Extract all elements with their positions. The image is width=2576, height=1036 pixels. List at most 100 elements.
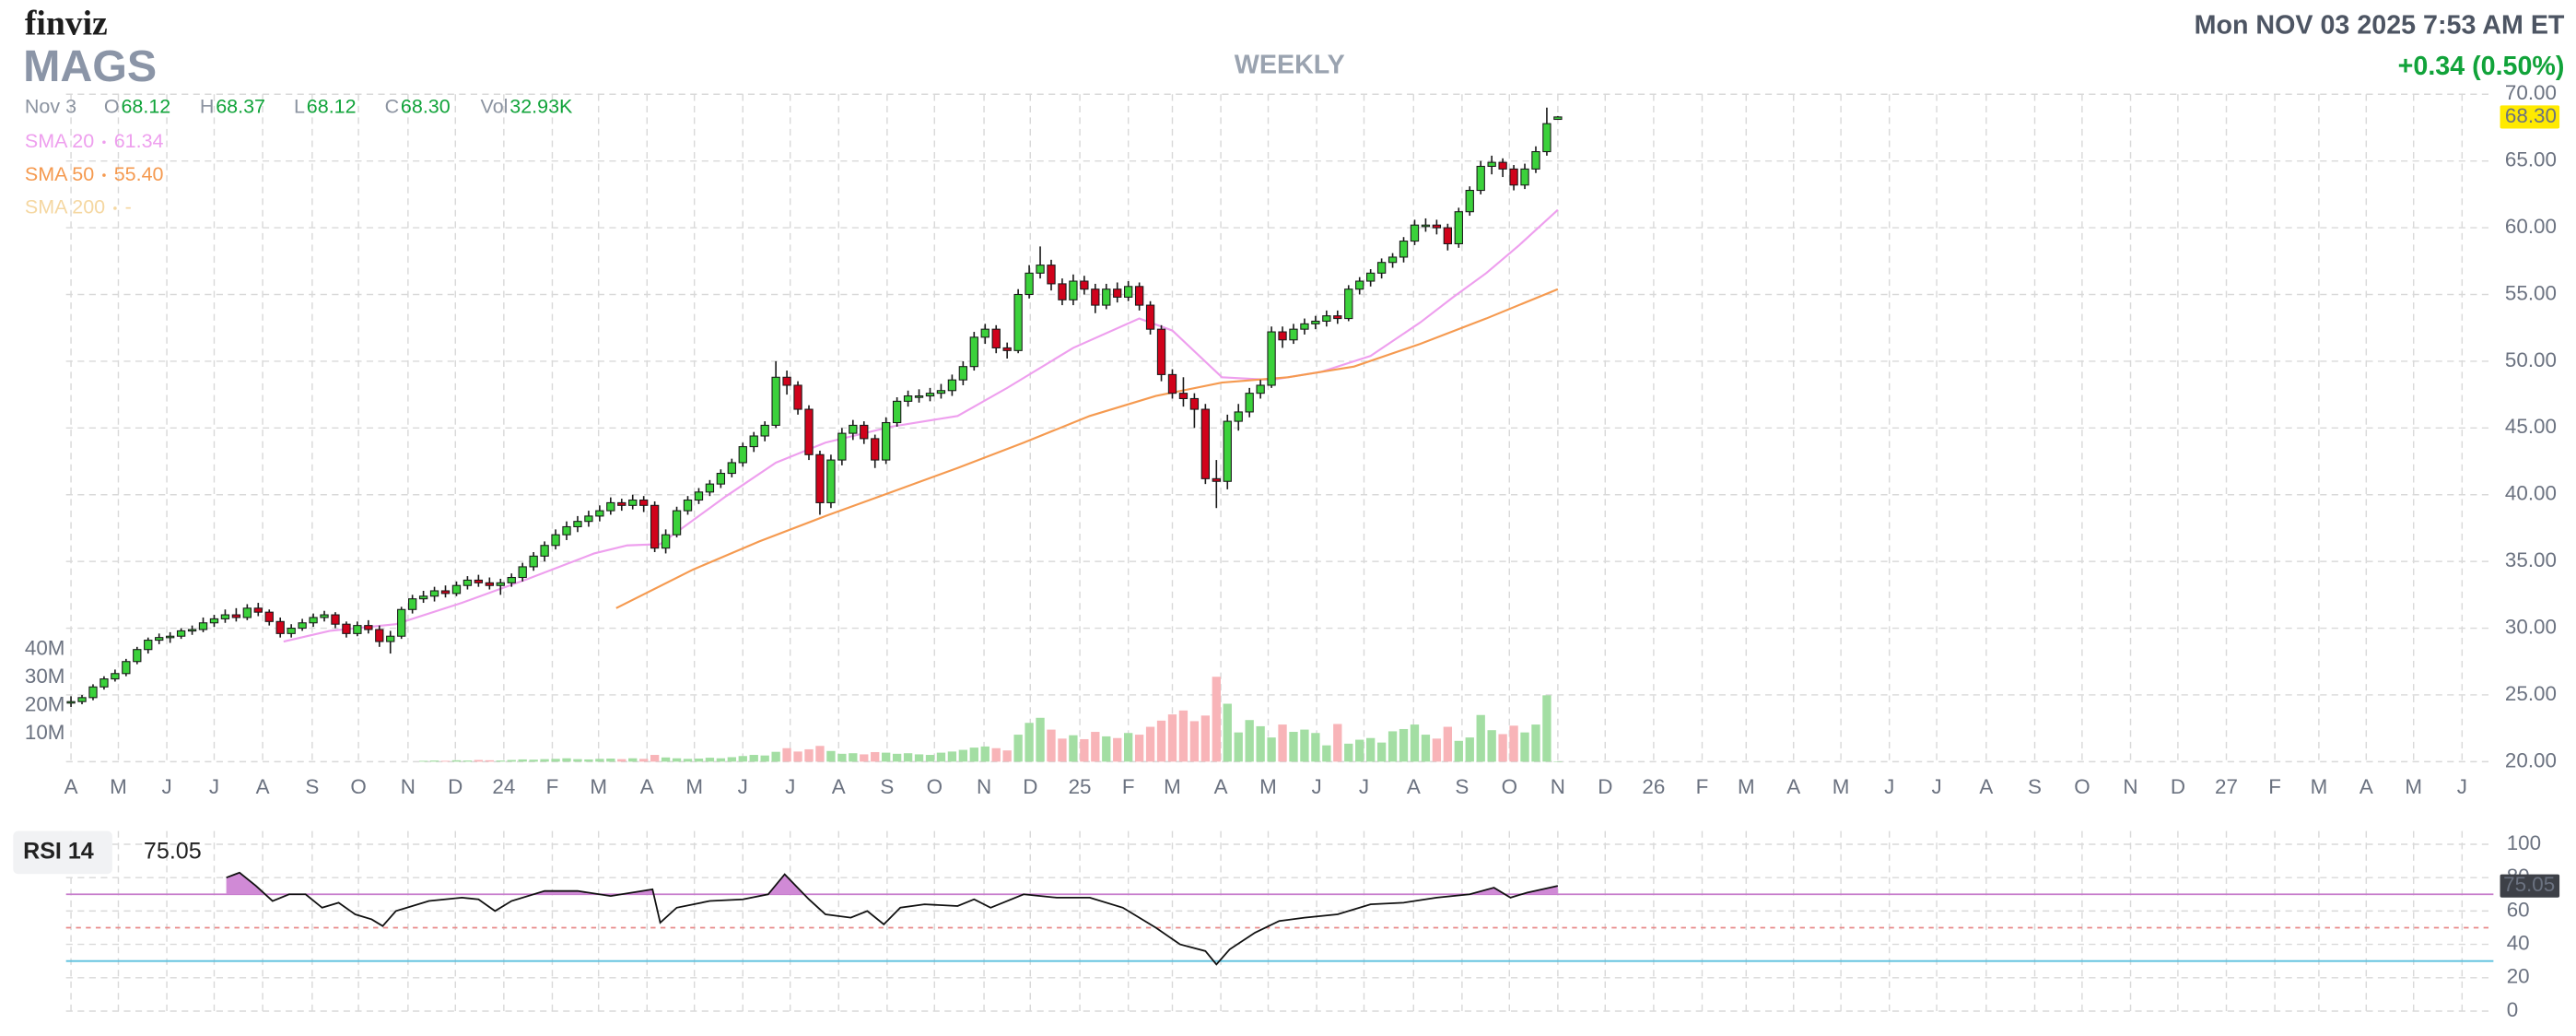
x-tick-label: J xyxy=(1884,775,1894,798)
volume-bar xyxy=(980,746,989,762)
candle-body xyxy=(595,510,604,517)
candle-body xyxy=(320,614,329,618)
volume-bar xyxy=(429,760,439,762)
x-tick-label: M xyxy=(110,775,127,798)
volume-bar xyxy=(1454,740,1463,762)
candle-body xyxy=(826,459,836,503)
quote-value: 68.30 xyxy=(401,95,451,117)
volume-tick-label: 20M xyxy=(25,692,65,715)
x-tick-label: S xyxy=(305,775,319,798)
candle-body xyxy=(860,424,869,440)
volume-bar xyxy=(1102,736,1111,762)
ticker: MAGS xyxy=(23,41,157,91)
volume-bar xyxy=(1432,738,1442,762)
rsi-line xyxy=(226,871,1559,966)
volume-bar xyxy=(1069,735,1078,762)
candle-body xyxy=(1454,211,1463,245)
candle-body xyxy=(1531,151,1540,170)
volume-bar xyxy=(1278,724,1287,762)
volume-bar xyxy=(1376,742,1387,762)
volume-bar xyxy=(507,759,516,762)
candle-body xyxy=(1178,393,1188,399)
candle-body xyxy=(440,590,451,595)
volume-bar xyxy=(1178,710,1188,762)
volume-bar xyxy=(991,748,1001,762)
volume-bar xyxy=(1421,735,1431,762)
x-tick-label: S xyxy=(1455,775,1469,798)
volume-bar xyxy=(1542,695,1551,762)
sma-legend-value: 61.34 xyxy=(114,130,164,152)
volume-bar xyxy=(936,752,946,762)
legend-separator xyxy=(102,140,106,145)
quote-label: H xyxy=(200,95,215,117)
quote-value: 68.12 xyxy=(121,95,170,117)
volume-bar xyxy=(683,759,693,762)
volume-bar xyxy=(804,748,814,762)
quote-label: O xyxy=(104,95,120,117)
x-tick-label: N xyxy=(1551,775,1565,798)
candle-body xyxy=(1410,224,1420,242)
x-tick-label: J xyxy=(785,775,795,798)
x-tick-label: M xyxy=(2405,775,2422,798)
sma-legend-value: 55.40 xyxy=(114,163,164,185)
volume-bar xyxy=(1399,728,1409,762)
candle-body xyxy=(639,499,649,506)
rsi-layer: 02040608010075.05 xyxy=(65,831,2560,1021)
candle-body xyxy=(176,630,186,637)
candle-body xyxy=(1013,293,1023,351)
y-tick-label: 70.00 xyxy=(2505,81,2557,104)
volume-bar xyxy=(793,751,802,762)
candle-body xyxy=(529,555,538,568)
rsi-label: RSI 14 xyxy=(23,839,94,865)
volume-bar xyxy=(1113,737,1122,762)
candle-body xyxy=(507,576,516,583)
volume-bar xyxy=(860,754,869,762)
volume-bar xyxy=(606,759,615,762)
quote-label: L xyxy=(294,95,305,117)
rsi-label-box xyxy=(13,830,112,875)
candle-body xyxy=(1036,265,1045,274)
volume-bar xyxy=(1300,729,1309,762)
volume-bar xyxy=(628,758,638,762)
candle-body xyxy=(782,376,791,386)
rsi-tick-label: 100 xyxy=(2507,831,2541,854)
rsi-tick-label: 40 xyxy=(2507,932,2530,955)
volume-bar xyxy=(871,751,880,762)
legend-separator xyxy=(102,173,106,177)
sma-line xyxy=(283,208,1559,643)
candle-body xyxy=(66,700,76,704)
candle-body xyxy=(429,590,439,597)
volume-bar xyxy=(672,758,682,762)
x-tick-label: A xyxy=(256,775,270,798)
candle-body xyxy=(331,614,340,625)
candle-body xyxy=(628,499,638,506)
x-tick-label: J xyxy=(161,775,171,798)
x-tick-label: J xyxy=(2457,775,2467,798)
volume-bar xyxy=(1124,733,1133,762)
candle-body xyxy=(771,376,780,426)
x-tick-label: N xyxy=(401,775,416,798)
candle-body xyxy=(661,534,671,549)
volume-bar xyxy=(1189,721,1200,762)
volume-bar xyxy=(1322,745,1331,762)
sma-line xyxy=(615,288,1559,609)
candle-body xyxy=(1509,168,1518,186)
candle-body xyxy=(353,625,362,634)
candle-body xyxy=(342,623,351,634)
x-tick-label: M xyxy=(1259,775,1277,798)
candle-body xyxy=(287,628,296,634)
y-tick-label: 25.00 xyxy=(2505,682,2557,705)
candle-body xyxy=(1355,280,1364,290)
y-tick-label: 35.00 xyxy=(2505,548,2557,571)
candle-body xyxy=(1311,320,1320,324)
candle-body xyxy=(1322,315,1331,323)
volume-bar xyxy=(694,759,704,762)
candle-body xyxy=(716,473,726,485)
candle-body xyxy=(1388,256,1398,264)
candle-body xyxy=(1256,384,1265,394)
logo[interactable]: finviz xyxy=(25,4,108,42)
volume-bar xyxy=(903,753,913,762)
candle-body xyxy=(793,384,802,410)
sma-legend-value: - xyxy=(125,196,132,218)
